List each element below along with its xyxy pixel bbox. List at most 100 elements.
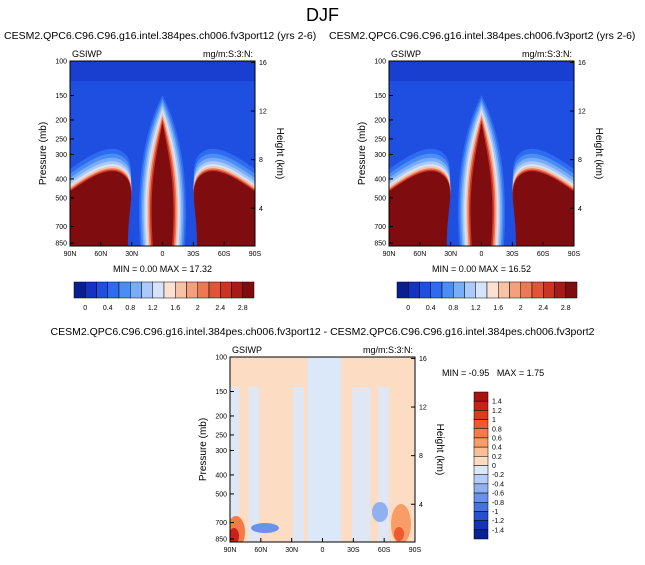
panel-2-colorbar-label: 2 [519, 305, 523, 312]
panel-1-colorbar-swatch [175, 281, 187, 299]
panel-3-colorbar-swatch [473, 391, 489, 402]
panel-2-colorbar-label: 0.8 [448, 305, 458, 312]
panel-2-band-left-8 [389, 171, 451, 246]
panel-2-colorbar-swatch [464, 281, 476, 299]
panel-3-ytick-label: 200 [215, 413, 227, 420]
panel-2-colorbar-swatch [408, 281, 420, 299]
panel-2-title: CESM2.QPC6.C96.C96.g16.intel.384pes.ch00… [329, 30, 636, 42]
panel-3-neg-patch-2 [372, 502, 388, 522]
panel-3-min-label: MIN = [442, 368, 467, 378]
panel-1-colorbar-label: 2.4 [215, 305, 225, 312]
panel-2-ylabel: Pressure (mb) [357, 122, 368, 185]
panel-2-colorbar-swatch [441, 281, 454, 299]
panel-2-xtick-label: 30S [506, 251, 519, 258]
panel-3-xtick-label: 90N [224, 547, 237, 554]
panel-1-xtick-label: 30N [125, 251, 138, 258]
panel-3-field [230, 357, 415, 542]
panel-3-neg-patch [251, 523, 279, 533]
panel-2-colorbar-swatch [396, 281, 409, 299]
panel-3-colorbar-swatch [473, 483, 489, 494]
panel-3-colorbar-label: 1.2 [492, 408, 502, 415]
panel-3-stripe-2 [270, 387, 280, 542]
panel-3-ylabel: Pressure (mb) [198, 418, 209, 481]
panel-1-colorbar-label: 2 [196, 305, 200, 312]
panel-1-ytick-label: 500 [55, 195, 67, 202]
panel-1-xtick-label: 0 [161, 251, 165, 258]
panel-3-ytick-label: 400 [215, 472, 227, 479]
panel-3-colorbar-label: -0.2 [492, 472, 504, 479]
panel-1-ylabel: Pressure (mb) [38, 122, 49, 185]
panel-1-band-center-8 [151, 123, 174, 246]
panel-1-colorbar-swatch [152, 281, 165, 299]
panel-1-colorbar-label: 0 [83, 305, 87, 312]
panel-3-colorbar-label: -1 [492, 509, 498, 516]
panel-2-colorbar-swatch [486, 281, 499, 299]
panel-2-colorbar-swatch [453, 281, 465, 299]
panel-3-stripe-1 [248, 387, 260, 542]
panel-2-colorbar-swatch [419, 281, 431, 299]
panel-3-max-value: 1.75 [526, 368, 545, 378]
panel-1-y2label: Height (km) [274, 128, 285, 180]
panel-3-title: CESM2.QPC6.C96.C96.g16.intel.384pes.ch00… [50, 326, 595, 338]
panel-3-colorbar-label: 1 [492, 417, 496, 424]
panel-3-ytick-label: 700 [215, 520, 227, 527]
panel-3-center-band [307, 357, 341, 542]
panel-3-ytick-label: 100 [215, 355, 227, 362]
panel-3-ytick-label: 500 [215, 491, 227, 498]
panel-2-y2label: Height (km) [593, 128, 604, 180]
panel-1-colorbar-swatch [141, 281, 153, 299]
panel-2-colorbar-swatch [531, 281, 544, 299]
panel-3-stripe-6 [352, 387, 371, 542]
panel-3-colorbar-label: 0.6 [492, 435, 502, 442]
panel-1-upper-shade [70, 61, 255, 81]
panel-2-xtick-label: 30N [444, 251, 457, 258]
panel-1-colorbar-swatch [186, 281, 198, 299]
panel-3-y2tick-label: 12 [419, 405, 427, 412]
panel-3-xtick-label: 60S [378, 547, 391, 554]
panel-3-colorbar-label: 1.4 [492, 399, 502, 406]
panel-2-colorbar-swatch [520, 281, 533, 299]
panel-2-ytick-label: 100 [374, 59, 386, 66]
panel-1-ytick-label: 300 [55, 152, 67, 159]
panel-3-colorbar-label: 0 [492, 463, 496, 470]
panel-1-colorbar-label: 1.6 [170, 305, 180, 312]
panel-2-field [389, 61, 574, 246]
panel-1-colorbar-swatch [130, 281, 142, 299]
panel-1-colorbar-swatch [220, 281, 232, 299]
panel-1-ytick-label: 700 [55, 224, 67, 231]
panel-3-colorbar-swatch [473, 446, 489, 457]
panel-2-colorbar-label: 1.2 [471, 305, 481, 312]
panel-3-colorbar-label: -1.2 [492, 518, 504, 525]
panel-3-colorbar-swatch [473, 400, 489, 411]
panel-1-xtick-label: 30S [187, 251, 200, 258]
panel-1-colorbar-swatch [242, 281, 255, 299]
panel-2-y2tick-label: 12 [578, 109, 586, 116]
panel-3-y2tick-label: 4 [419, 502, 423, 509]
panel-2-upper-shade [389, 61, 574, 81]
panel-3-colorbar: 1.4 1.2 1 0.8 0.6 0.4 0.2 0 -0.2 -0.4 -0.6 -0.8 -1 -1… [473, 391, 504, 540]
panel-2-xtick-label: 0 [480, 251, 484, 258]
panel-1-colorbar-swatch [73, 281, 86, 299]
panel-1-field [70, 61, 255, 246]
panel-3-ytick-label: 150 [215, 389, 227, 396]
panel-3-right-label: mg/m:S:3:N: [363, 345, 413, 355]
panel-1-colorbar-swatch [118, 281, 131, 299]
panel-2-xtick-label: 60N [413, 251, 426, 258]
panel-3-colorbar-label: -0.8 [492, 500, 504, 507]
panel-3-colorbar-label: -0.4 [492, 481, 504, 488]
panel-2-y2tick-label: 4 [578, 206, 582, 213]
panel-3-ytick-label: 300 [215, 448, 227, 455]
panel-2-ytick-label: 700 [374, 224, 386, 231]
panel-3-ytick-label: 850 [215, 537, 227, 544]
panel-3-colorbar-swatch [473, 492, 489, 503]
panel-2-ytick-label: 500 [374, 195, 386, 202]
panel-2-colorbar-label: 0.4 [426, 305, 436, 312]
panel-2-colorbar-swatch [475, 281, 488, 299]
panel-1-colorbar-swatch [231, 281, 243, 299]
panel-3-stripe-7 [378, 387, 390, 542]
panel-1-colorbar-label: 0.8 [125, 305, 135, 312]
panel-1-colorbar-swatch [85, 281, 97, 299]
panel-2-colorbar-label: 2.4 [538, 305, 548, 312]
panel-3-ytick-label: 250 [215, 432, 227, 439]
panel-3-y2label: Height (km) [434, 424, 445, 476]
